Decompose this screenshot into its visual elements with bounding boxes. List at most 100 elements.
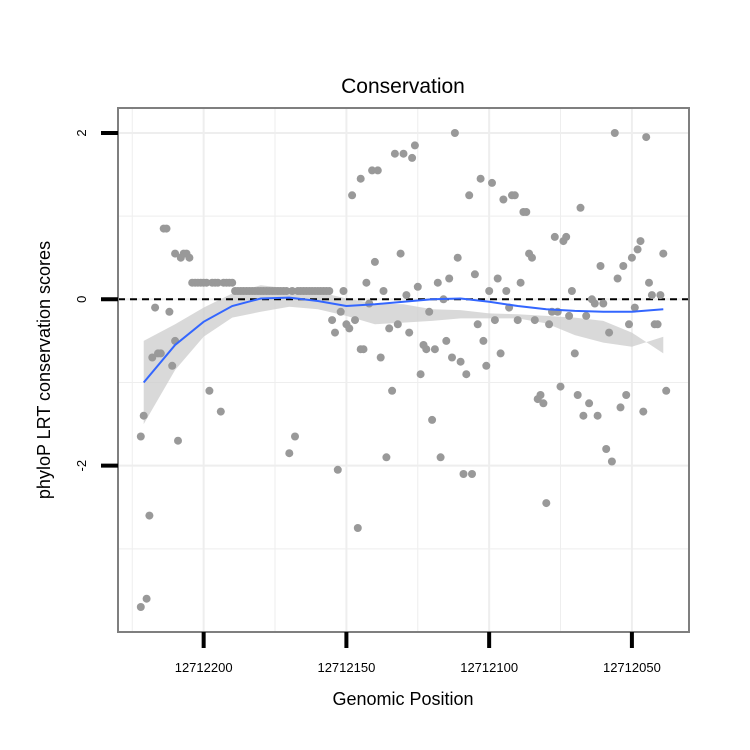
data-point: [171, 249, 180, 258]
data-point: [331, 328, 339, 337]
data-point: [627, 253, 636, 262]
data-point: [633, 245, 642, 254]
data-point: [610, 129, 619, 137]
data-point: [162, 224, 171, 233]
data-point: [448, 353, 456, 362]
data-point: [396, 249, 405, 258]
chart-title: Conservation: [341, 75, 465, 98]
data-point: [545, 320, 554, 329]
data-point: [356, 174, 365, 183]
data-point: [413, 282, 422, 291]
data-point: [645, 278, 653, 287]
data-point: [622, 391, 631, 399]
data-point: [653, 320, 662, 329]
data-point: [530, 316, 539, 325]
data-point: [428, 415, 437, 424]
data-point: [590, 299, 599, 308]
y-axis-label: phyloP LRT conservation scores: [34, 241, 54, 499]
data-point: [550, 232, 559, 241]
data-point: [433, 278, 442, 287]
data-point: [488, 178, 496, 187]
data-point: [336, 307, 345, 316]
y-tick-label: -2: [74, 460, 89, 472]
data-point: [359, 345, 368, 354]
data-point: [450, 129, 459, 137]
data-point: [479, 336, 488, 345]
data-point: [136, 603, 145, 611]
data-point: [168, 361, 177, 370]
data-point: [351, 316, 359, 325]
data-point: [642, 133, 651, 142]
data-point: [496, 349, 505, 358]
data-point: [630, 303, 639, 312]
data-point: [499, 195, 508, 204]
data-point: [567, 287, 576, 295]
data-point: [390, 149, 399, 158]
data-point: [385, 324, 394, 333]
data-point: [445, 274, 454, 283]
data-point: [416, 370, 425, 379]
data-point: [205, 386, 214, 395]
x-tick-label: 12712050: [603, 660, 661, 675]
data-point: [202, 278, 211, 287]
data-point: [216, 407, 225, 416]
data-point: [522, 208, 531, 216]
data-point: [453, 253, 462, 262]
data-point: [539, 399, 548, 408]
x-tick-label: 12712100: [460, 660, 518, 675]
data-point: [139, 411, 148, 420]
data-point: [228, 278, 237, 287]
y-axis: 2 0 -2: [74, 129, 118, 471]
data-point: [619, 262, 628, 270]
data-point: [625, 320, 633, 329]
data-point: [436, 453, 445, 462]
y-tick-label: 0: [74, 296, 89, 303]
data-point: [402, 291, 411, 300]
smooth-line-layer: [142, 296, 664, 384]
data-point: [556, 382, 565, 391]
data-point: [459, 470, 468, 478]
data-point: [388, 386, 397, 395]
data-point: [282, 287, 291, 295]
data-point: [570, 349, 579, 358]
data-point: [408, 153, 417, 162]
data-point: [502, 287, 511, 295]
data-point: [362, 278, 371, 287]
data-point: [485, 287, 494, 295]
data-point: [136, 432, 145, 441]
data-point: [151, 303, 160, 312]
data-point: [462, 370, 471, 379]
data-point: [393, 320, 402, 329]
data-point: [468, 470, 476, 478]
data-point: [476, 174, 485, 183]
data-point: [405, 328, 414, 337]
data-point: [422, 345, 431, 354]
data-point: [442, 336, 451, 345]
smooth-line: [142, 296, 664, 384]
data-point: [165, 307, 174, 316]
data-point: [142, 594, 151, 603]
data-point: [585, 399, 594, 408]
x-tick-label: 12712150: [317, 660, 375, 675]
data-point: [639, 407, 648, 416]
data-point: [285, 449, 294, 458]
data-point: [510, 191, 519, 200]
data-point: [465, 191, 474, 200]
data-point: [659, 249, 668, 258]
x-tick-label: 12712200: [175, 660, 233, 675]
data-point: [333, 465, 342, 474]
data-point: [379, 287, 388, 295]
data-point: [613, 274, 622, 283]
data-point: [573, 391, 582, 399]
data-point: [174, 436, 182, 445]
data-point: [376, 353, 385, 362]
data-point: [576, 203, 585, 212]
data-point: [410, 141, 419, 150]
data-point: [348, 191, 357, 200]
points-layer: [136, 129, 671, 611]
data-point: [482, 361, 491, 370]
data-point: [599, 299, 608, 308]
data-point: [473, 320, 482, 329]
data-point: [470, 270, 479, 279]
